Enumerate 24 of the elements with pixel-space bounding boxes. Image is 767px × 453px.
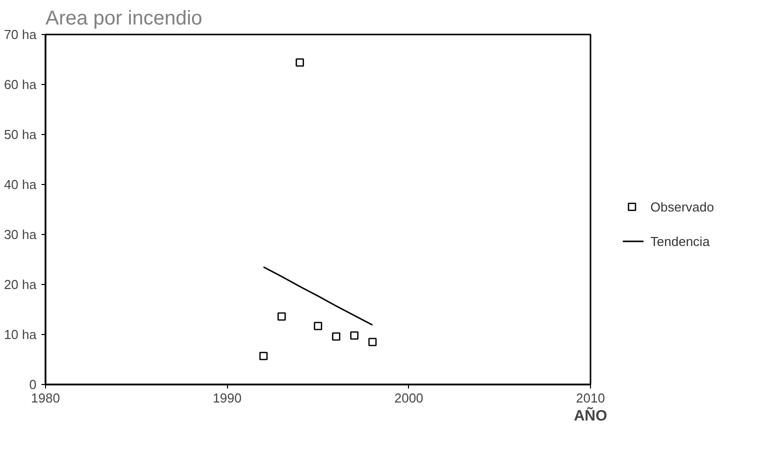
point xyxy=(314,322,322,330)
x-tick-label: 1990 xyxy=(212,390,242,406)
legend-label: Tendencia xyxy=(650,234,710,249)
point xyxy=(296,58,304,67)
point xyxy=(350,331,358,340)
x-tick-label: 2010 xyxy=(576,390,605,406)
y-tick-label: 20 ha xyxy=(4,277,38,292)
y-tick-label: 50 ha xyxy=(4,127,38,142)
point xyxy=(368,338,377,346)
point xyxy=(278,312,286,321)
legend-label: Observado xyxy=(650,199,714,214)
y-tick-label: 10 ha xyxy=(4,327,38,342)
y-tick-label: 70 ha xyxy=(4,27,38,42)
chart-title: Area por incendio xyxy=(46,8,202,30)
x-axis-title: AÑO xyxy=(574,406,608,424)
y-tick-label: 30 ha xyxy=(4,227,38,242)
y-tick-label: 60 ha xyxy=(4,77,38,92)
x-tick-label: 2000 xyxy=(394,390,424,406)
point xyxy=(332,332,340,341)
y-tick-label: 0 xyxy=(29,377,37,392)
line-series xyxy=(262,266,374,326)
x-tick-label: 1980 xyxy=(31,390,60,406)
point xyxy=(259,352,268,360)
y-tick-label: 40 ha xyxy=(4,177,38,192)
